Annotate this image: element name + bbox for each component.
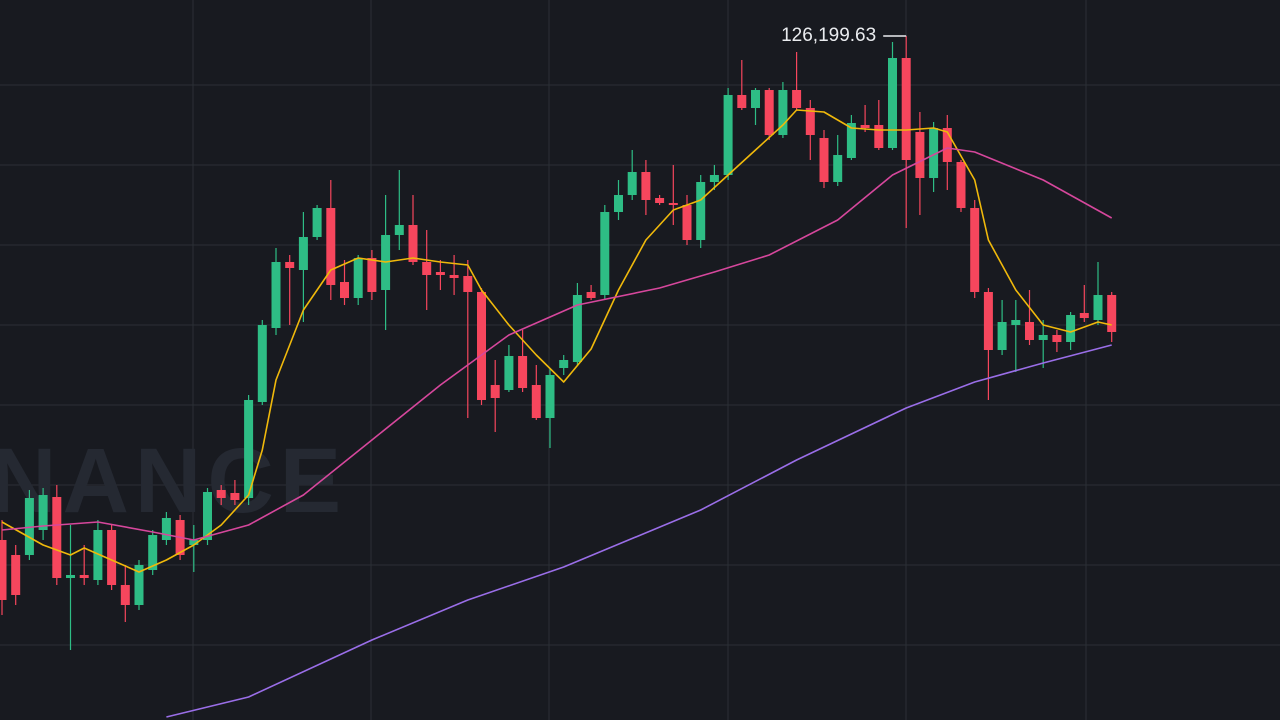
candle-body <box>189 540 199 545</box>
candle-body <box>216 490 226 498</box>
candle-body <box>846 123 856 158</box>
candle-body <box>709 175 719 182</box>
candle-body <box>148 535 158 570</box>
candle-body <box>271 262 281 328</box>
candle-body <box>956 162 966 208</box>
candle-body <box>901 58 911 160</box>
candle-body <box>572 295 582 362</box>
candle-body <box>723 95 733 175</box>
candle-body <box>764 90 774 135</box>
candle-body <box>120 585 130 605</box>
candle-body <box>477 292 486 400</box>
candle-body <box>353 258 363 298</box>
candle-body <box>367 258 377 292</box>
candle-body <box>1052 335 1062 342</box>
candle-body <box>93 530 103 580</box>
candle-body <box>778 90 788 135</box>
candle-body <box>1025 322 1034 340</box>
watermark: NANCE <box>0 430 347 532</box>
candle-body <box>161 518 171 540</box>
candle-body <box>230 493 240 500</box>
candle-body <box>408 225 418 262</box>
candle-body <box>79 575 89 578</box>
candle-body <box>0 540 7 600</box>
candle-body <box>257 325 267 402</box>
candle-body <box>983 292 993 350</box>
candle-body <box>970 208 980 292</box>
candle-body <box>737 95 747 108</box>
candle-body <box>819 138 829 182</box>
candle-body <box>997 322 1007 350</box>
candle-body <box>285 262 295 268</box>
candle-body <box>449 275 459 278</box>
candle-body <box>600 212 610 295</box>
candle-body <box>1107 295 1117 332</box>
candle-body <box>107 530 117 585</box>
candle-body <box>1011 320 1021 325</box>
candle-body <box>668 203 678 205</box>
candle-body <box>490 385 500 398</box>
candle-body <box>682 205 692 240</box>
candle-body <box>312 208 322 237</box>
candle-body <box>244 400 254 498</box>
candle-body <box>66 575 75 578</box>
moving-average-line <box>166 344 1112 718</box>
candle-body <box>394 225 404 235</box>
candle-body <box>696 182 706 240</box>
candle-body <box>435 272 445 275</box>
candle-body <box>888 58 897 148</box>
candle-body <box>504 356 514 390</box>
candle-body <box>792 90 802 108</box>
candle-body <box>531 385 541 418</box>
candle-body <box>340 282 349 298</box>
candle-body <box>11 555 21 595</box>
candle-body <box>518 356 528 388</box>
candle-body <box>751 90 760 108</box>
annotation-label: 126,199.63 <box>781 25 876 46</box>
candle-body <box>641 172 651 200</box>
candle-body <box>655 198 665 203</box>
moving-average-line <box>1 109 1112 573</box>
candle-body <box>1079 313 1089 318</box>
candle-body <box>915 132 925 178</box>
candle-body <box>1038 335 1048 340</box>
candle-body <box>203 492 212 540</box>
moving-average-line <box>1 147 1113 541</box>
candle-body <box>627 172 637 195</box>
candle-body <box>929 128 939 178</box>
candle-body <box>559 360 569 368</box>
candle-body <box>326 208 336 285</box>
candle-body <box>874 125 884 148</box>
candle-body <box>1066 315 1076 342</box>
candle-body <box>134 565 144 605</box>
candle-body <box>24 498 34 555</box>
candle-body <box>422 262 432 275</box>
candle-body <box>298 237 308 270</box>
candle-body <box>805 108 815 135</box>
candle-body <box>942 128 952 162</box>
candle-body <box>833 155 843 182</box>
candle-body <box>614 195 623 212</box>
candle-body <box>52 497 62 578</box>
candle-body <box>38 495 48 530</box>
candle-body <box>860 125 870 128</box>
candle-body <box>586 292 596 298</box>
candle-body <box>1093 295 1103 320</box>
candle-body <box>545 375 555 418</box>
candle-body <box>463 276 473 292</box>
